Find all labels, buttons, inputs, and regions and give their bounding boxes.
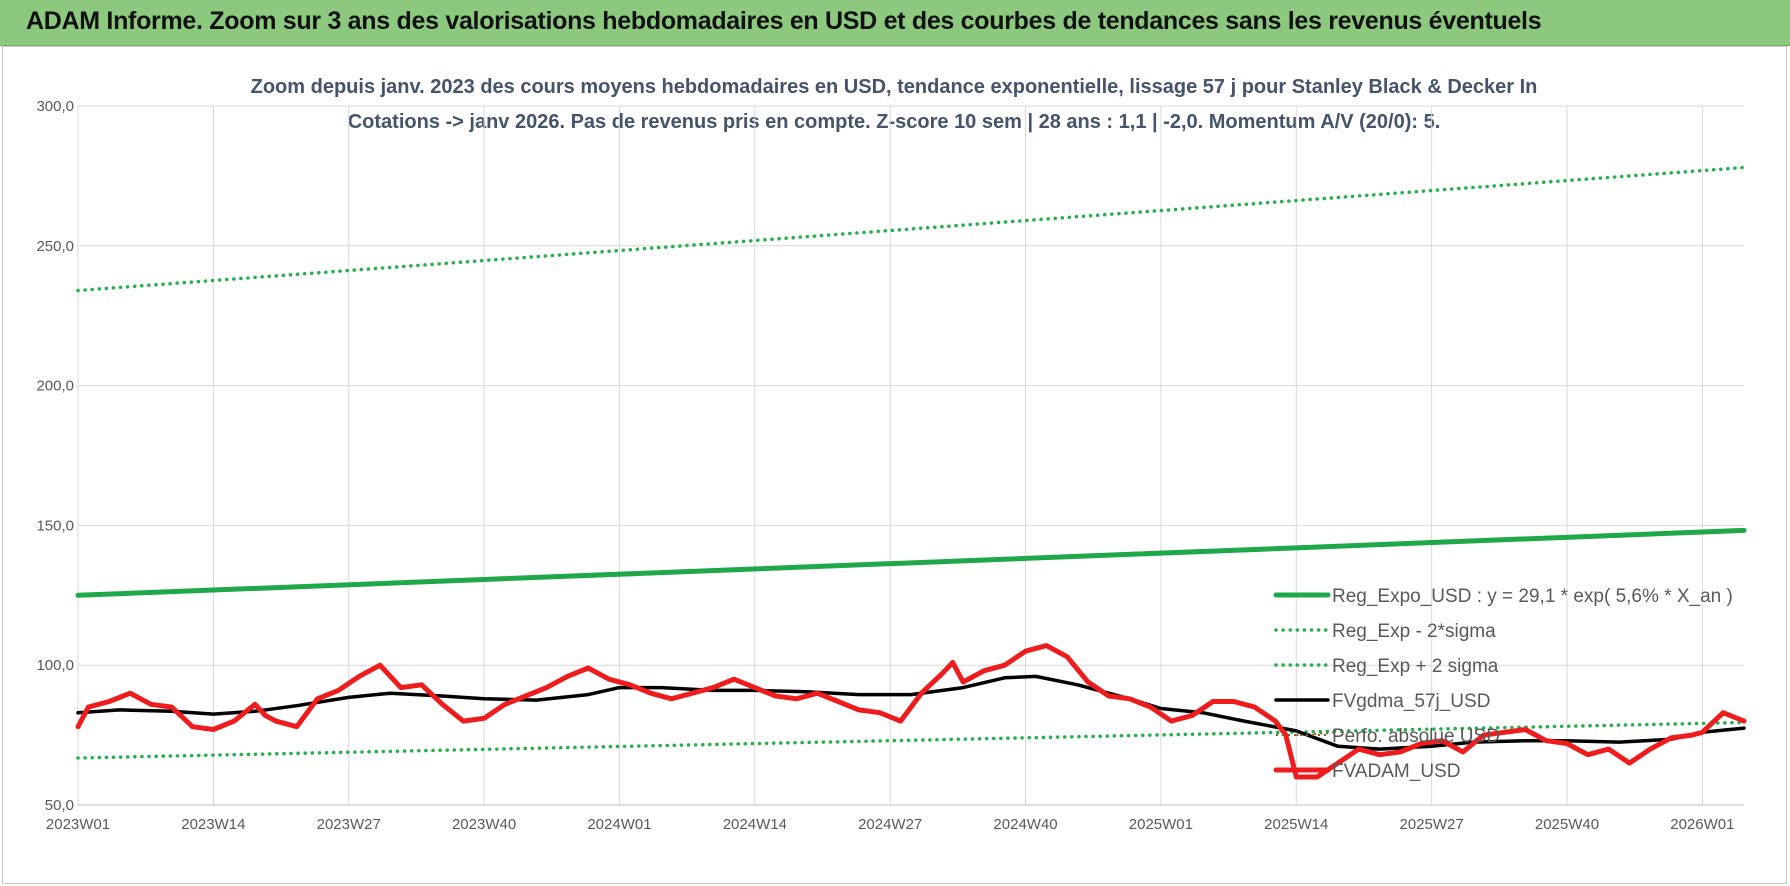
- series-line-reg-expo-usd: [75, 527, 1747, 598]
- x-tick-label: 2023W01: [46, 816, 110, 833]
- series-line-fvgdma-57j-usd: [76, 674, 1746, 751]
- x-tick-label: 2024W14: [723, 816, 787, 833]
- x-tick-label: 2024W27: [858, 816, 922, 833]
- x-tick-label: 2025W01: [1129, 816, 1193, 833]
- chart-title-line-2: Cotations -> janv 2026. Pas de revenus p…: [348, 111, 1441, 133]
- legend-entry: Reg_Exp + 2 sigma: [1332, 656, 1499, 677]
- x-tick-label: 2025W27: [1400, 816, 1464, 833]
- x-tick-label: 2024W01: [587, 816, 651, 833]
- x-tick-label: 2024W40: [993, 816, 1057, 833]
- axes: 300,0 250,0 200,0 150,0 100,0 50,0 2023W01 2023…: [36, 98, 1744, 833]
- x-tick-label: 2023W14: [181, 816, 245, 833]
- y-tick-label: 300,0: [36, 98, 74, 115]
- x-tick-label: 2025W14: [1264, 816, 1328, 833]
- series-line-reg-exp: [76, 720, 1746, 760]
- y-tick-label: 200,0: [36, 378, 74, 395]
- chart-title-line-1: Zoom depuis janv. 2023 des cours moyens …: [251, 76, 1538, 98]
- report-title: ADAM Informe. Zoom sur 3 ans des valoris…: [26, 7, 1542, 35]
- x-tick-label: 2025W40: [1535, 816, 1599, 833]
- legend-entry: FVADAM_USD: [1332, 761, 1460, 782]
- legend-entry: FVgdma_57j_USD: [1332, 691, 1490, 712]
- legend-entry: Reg_Exp - 2*sigma: [1332, 621, 1496, 642]
- x-tick-label: 2026W01: [1670, 816, 1734, 833]
- legend-entry: Perfo. absolue USD: [1332, 726, 1500, 747]
- legend-entry: Reg_Expo_USD : y = 29,1 * exp( 5,6% * X_…: [1332, 586, 1733, 607]
- series-line-fvadam-usd: [75, 643, 1747, 780]
- series-line-reg-exp: [76, 165, 1746, 293]
- y-tick-label: 50,0: [45, 797, 74, 814]
- report-banner: ADAM Informe. Zoom sur 3 ans des valoris…: [0, 0, 1790, 46]
- x-tick-label: 2023W40: [452, 816, 516, 833]
- plot-area: [75, 165, 1747, 780]
- legend: Reg_Expo_USD : y = 29,1 * exp( 5,6% * X_…: [1273, 586, 1733, 782]
- y-tick-label: 150,0: [36, 517, 74, 534]
- y-tick-label: 100,0: [36, 657, 74, 674]
- chart-frame: [2, 46, 1787, 884]
- x-tick-label: 2023W27: [317, 816, 381, 833]
- y-tick-label: 250,0: [36, 238, 74, 255]
